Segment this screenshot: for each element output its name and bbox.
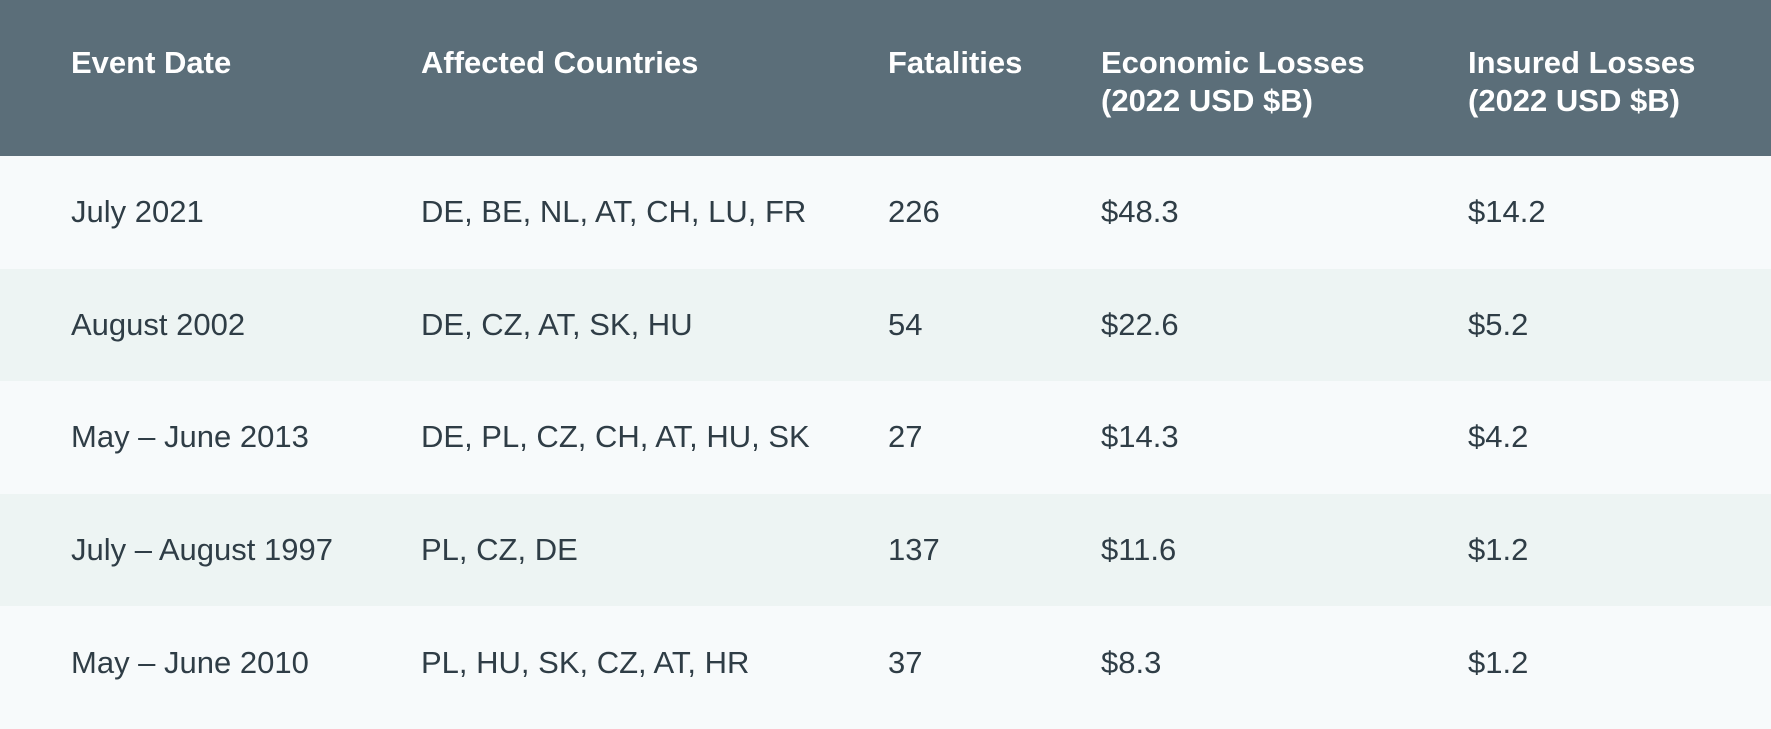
cell-insured-losses: $4.2: [1468, 419, 1529, 455]
cell-fatalities: 27: [888, 419, 923, 455]
table-header: Event Date Affected Countries Fatalities…: [0, 0, 1771, 156]
cell-affected-countries: DE, PL, CZ, CH, AT, HU, SK: [421, 419, 810, 455]
cell-insured-losses: $1.2: [1468, 644, 1529, 680]
header-label: Fatalities: [888, 45, 1023, 80]
header-label: Event Date: [71, 45, 232, 80]
table-row: July 2021 DE, BE, NL, AT, CH, LU, FR 226…: [0, 156, 1771, 269]
cell-insured-losses: $1.2: [1468, 532, 1529, 568]
table-row: May – June 2013 DE, PL, CZ, CH, AT, HU, …: [0, 381, 1771, 494]
cell-fatalities: 226: [888, 194, 940, 230]
cell-affected-countries: PL, HU, SK, CZ, AT, HR: [421, 644, 750, 680]
header-label-line1: Economic Losses: [1101, 45, 1365, 80]
header-label-line2: (2022 USD $B): [1468, 83, 1680, 118]
header-insured-losses: Insured Losses (2022 USD $B): [1468, 0, 1771, 120]
header-fatalities: Fatalities: [888, 0, 1101, 82]
cell-insured-losses: $14.2: [1468, 194, 1546, 230]
cell-event-date: May – June 2010: [71, 644, 309, 680]
header-economic-losses: Economic Losses (2022 USD $B): [1101, 0, 1468, 120]
cell-economic-losses: $11.6: [1101, 532, 1177, 568]
cell-event-date: July – August 1997: [71, 532, 333, 568]
cell-affected-countries: DE, CZ, AT, SK, HU: [421, 306, 693, 342]
cell-economic-losses: $48.3: [1101, 194, 1179, 230]
cell-affected-countries: PL, CZ, DE: [421, 532, 578, 568]
cell-event-date: July 2021: [71, 194, 204, 230]
header-event-date: Event Date: [0, 0, 421, 82]
cell-fatalities: 37: [888, 644, 923, 680]
cell-economic-losses: $8.3: [1101, 644, 1162, 680]
cell-event-date: May – June 2013: [71, 419, 309, 455]
cell-fatalities: 137: [888, 532, 940, 568]
header-label-line2: (2022 USD $B): [1101, 83, 1313, 118]
table-row: August 2002 DE, CZ, AT, SK, HU 54 $22.6 …: [0, 268, 1771, 382]
table-row: July – August 1997 PL, CZ, DE 137 $11.6 …: [0, 493, 1771, 607]
cell-affected-countries: DE, BE, NL, AT, CH, LU, FR: [421, 194, 807, 230]
cell-insured-losses: $5.2: [1468, 306, 1529, 342]
cell-event-date: August 2002: [71, 306, 246, 342]
cell-fatalities: 54: [888, 306, 923, 342]
header-affected-countries: Affected Countries: [421, 0, 888, 82]
table-row: May – June 2010 PL, HU, SK, CZ, AT, HR 3…: [0, 606, 1771, 719]
header-label-line1: Insured Losses: [1468, 45, 1696, 80]
cell-economic-losses: $14.3: [1101, 419, 1179, 455]
cell-economic-losses: $22.6: [1101, 306, 1179, 342]
header-label: Affected Countries: [421, 45, 699, 80]
